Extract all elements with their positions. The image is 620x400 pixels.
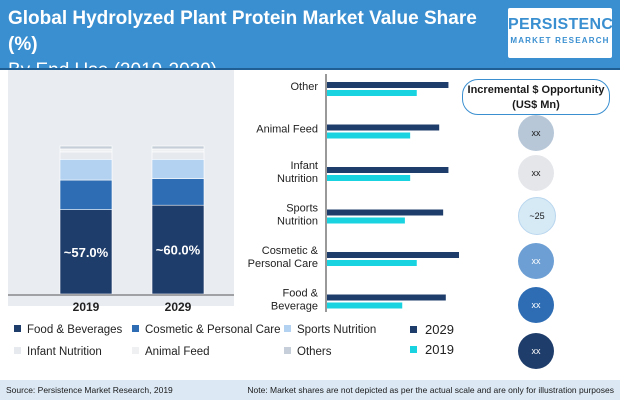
legend-label: Infant Nutrition (27, 346, 102, 358)
opportunity-bubble: ~25 (518, 197, 556, 235)
hbar-2019-3 (327, 217, 405, 224)
legend-label: Animal Feed (145, 346, 210, 358)
y-tick-label: Animal Feed (256, 124, 318, 136)
note-text: Note: Market shares are not depicted as … (247, 385, 614, 395)
opportunity-title: Incremental $ Opportunity (US$ Mn) (467, 84, 605, 111)
y-tick-label: Cosmetic & Personal Care (248, 245, 319, 270)
stacked-share-chart: ~57.0% 2019 ~60.0% 2029 (8, 70, 234, 314)
legend-item: Infant Nutrition (14, 346, 102, 358)
stack-segment-2029-1 (151, 178, 205, 206)
legend-label: Others (297, 346, 332, 358)
legend-swatch (132, 347, 139, 354)
stack-segment-2029-0 (151, 204, 205, 295)
header-banner: Global Hydrolyzed Plant Protein Market V… (0, 0, 620, 81)
y-tick-label: Food & Beverage (271, 288, 319, 313)
opportunity-bubble: xx (518, 243, 554, 279)
opportunity-bubble: xx (518, 155, 554, 191)
stack-segment-2029-5 (151, 145, 205, 150)
opportunity-bubble: xx (518, 333, 554, 369)
stack-segment-2019-4 (59, 148, 113, 153)
year-legend-swatch (410, 346, 417, 353)
legend-item: Animal Feed (132, 346, 210, 358)
end-use-bar-chart: Other Animal Feed Infant Nutrition Sports Nut… (248, 74, 459, 313)
header-divider (0, 68, 620, 70)
stack-segment-2029-3 (151, 151, 205, 160)
legend-label: Food & Beverages (27, 324, 123, 336)
hbar-2019-0 (327, 90, 417, 96)
hbar-2029-3 (327, 209, 444, 216)
hbar-2019-5 (327, 302, 403, 309)
stack-segment-2019-2 (59, 159, 113, 181)
logo-sub-text: MARKET RESEARCH (510, 36, 610, 45)
legend-swatch (284, 347, 291, 354)
year-legend: 2029 2019 (410, 322, 454, 362)
title-line-1: Global Hydrolyzed Plant Protein Market V… (8, 8, 477, 55)
year-legend-label: 2019 (425, 342, 454, 357)
opportunity-header: Incremental $ Opportunity (US$ Mn) (462, 79, 610, 115)
stack-segment-2019-1 (59, 179, 113, 210)
stack-segment-2019-0 (59, 209, 113, 295)
segment-data-label: ~57.0% (64, 245, 109, 260)
year-legend-label: 2029 (425, 322, 454, 337)
x-tick-label-2019: 2019 (73, 300, 100, 314)
brand-logo: PERSISTENCE MARKET RESEARCH (508, 8, 620, 58)
opportunity-bubble: xx (518, 115, 554, 151)
hbar-2029-2 (327, 167, 449, 173)
legend-swatch (14, 347, 21, 354)
legend-item: Others (284, 346, 332, 358)
legend-item: Sports Nutrition (284, 324, 376, 336)
legend-item: Food & Beverages (14, 324, 122, 336)
y-tick-label: Sports Nutrition (277, 203, 318, 228)
segment-data-label: ~60.0% (156, 243, 201, 258)
x-tick-label-2029: 2029 (165, 300, 192, 314)
hbar-2019-2 (327, 175, 411, 181)
hbar-2029-5 (327, 294, 446, 301)
hbar-2029-1 (327, 124, 440, 131)
year-legend-swatch (410, 326, 417, 333)
legend-label: Cosmetic & Personal Care (145, 324, 281, 336)
y-tick-label: Other (290, 81, 318, 93)
hbar-2019-4 (327, 260, 417, 266)
hbar-2029-0 (327, 82, 449, 88)
legend-swatch (284, 325, 291, 332)
legend-swatch (132, 325, 139, 332)
hbar-2029-4 (327, 252, 459, 258)
legend-swatch (14, 325, 21, 332)
stack-segment-2019-3 (59, 151, 113, 160)
opportunity-bubble: xx (518, 287, 554, 323)
legend-label: Sports Nutrition (297, 324, 377, 336)
stack-segment-2019-5 (59, 145, 113, 150)
logo-brand-text: PERSISTENCE (508, 16, 620, 33)
footer: Source: Persistence Market Research, 201… (0, 380, 620, 400)
year-legend-item: 2019 (410, 342, 454, 362)
y-tick-label: Infant Nutrition (277, 160, 318, 185)
year-legend-item: 2029 (410, 322, 454, 342)
stack-segment-2029-2 (151, 159, 205, 179)
stack-segment-2029-4 (151, 148, 205, 153)
source-text: Source: Persistence Market Research, 201… (6, 385, 173, 395)
legend-item: Cosmetic & Personal Care (132, 324, 281, 336)
hbar-2019-1 (327, 132, 411, 139)
